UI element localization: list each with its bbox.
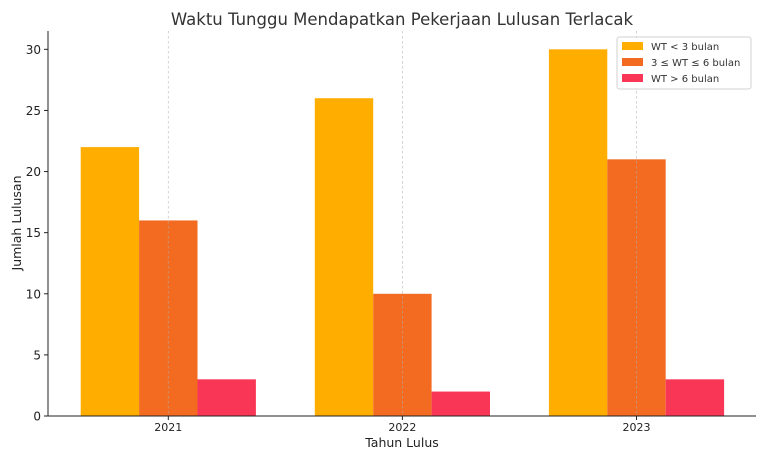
x-axis-label: Tahun Lulus bbox=[364, 435, 439, 450]
legend-label-2: 3 ≤ WT ≤ 6 bulan bbox=[651, 58, 740, 69]
x-tick-label-2021: 2021 bbox=[154, 421, 182, 434]
y-tick-label-15: 15 bbox=[26, 226, 41, 240]
legend-label-3: WT > 6 bulan bbox=[651, 74, 719, 85]
y-axis-label: Jumlah Lulusan bbox=[9, 176, 24, 272]
grid-lines bbox=[167, 31, 637, 416]
bar-2022-series-1 bbox=[314, 98, 374, 416]
x-axis-ticks: 2021 2022 2023 bbox=[154, 416, 651, 434]
bar-2023-series-3 bbox=[665, 379, 725, 416]
y-axis-ticks: 0 5 10 15 20 25 30 bbox=[26, 43, 48, 424]
legend-swatch-2 bbox=[622, 58, 643, 66]
y-tick-label-30: 30 bbox=[26, 43, 41, 57]
y-tick-label-5: 5 bbox=[33, 348, 41, 362]
bar-2023-series-1 bbox=[548, 49, 608, 416]
y-tick-label-0: 0 bbox=[33, 410, 41, 424]
legend: WT < 3 bulan 3 ≤ WT ≤ 6 bulan WT > 6 bulan bbox=[616, 36, 752, 90]
legend-box bbox=[616, 36, 752, 90]
chart-title: Waktu Tunggu Mendapatkan Pekerjaan Lulus… bbox=[171, 10, 634, 29]
bar-2021-series-3 bbox=[197, 379, 256, 416]
y-tick-label-25: 25 bbox=[26, 104, 41, 118]
y-tick-label-20: 20 bbox=[26, 165, 41, 179]
legend-swatch-1 bbox=[622, 42, 643, 50]
legend-label-1: WT < 3 bulan bbox=[651, 42, 719, 53]
bar-2022-series-3 bbox=[431, 391, 490, 416]
y-tick-label-10: 10 bbox=[26, 287, 41, 301]
x-tick-label-2023: 2023 bbox=[623, 421, 651, 434]
bar-2022-series-2 bbox=[373, 293, 432, 416]
x-tick-label-2022: 2022 bbox=[388, 421, 416, 434]
legend-swatch-3 bbox=[622, 74, 643, 82]
bar-2021-series-1 bbox=[80, 147, 140, 417]
